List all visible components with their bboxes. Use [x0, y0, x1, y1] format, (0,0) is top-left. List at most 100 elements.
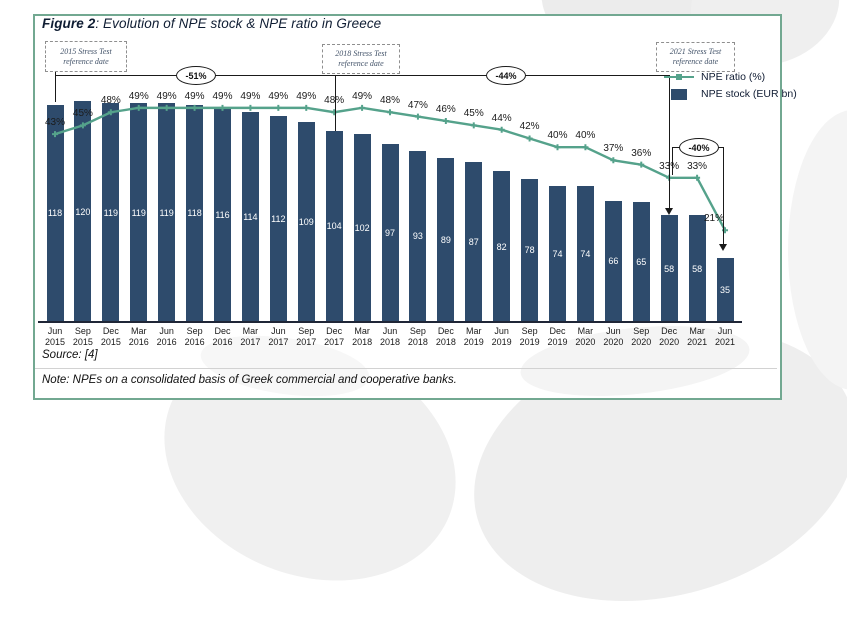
ratio-value-label: 49% — [128, 90, 149, 102]
bar-dec-2019: 74 — [549, 185, 566, 322]
bar-value-label: 82 — [496, 241, 507, 252]
ratio-value-label: 49% — [240, 90, 261, 102]
ratio-value-label: 49% — [212, 90, 233, 102]
bar-sep-2018: 93 — [409, 150, 427, 322]
bar-value-label: 93 — [412, 231, 423, 242]
bar-sep-2016: 118 — [186, 104, 204, 322]
x-axis-label: Mar 2021 — [687, 326, 708, 347]
x-axis-label: Dec 2018 — [435, 326, 456, 347]
bar-value-label: 89 — [440, 235, 451, 246]
bracket40-left-drop — [672, 147, 673, 175]
bar-jun-2019: 82 — [493, 171, 511, 322]
bar-jun-2017: 112 — [269, 116, 287, 322]
bar-dec-2017: 104 — [325, 130, 343, 322]
bar-mar-2018: 102 — [353, 134, 371, 322]
bar-value-label: 87 — [468, 236, 479, 247]
bar-value-label: 114 — [243, 212, 258, 223]
stress-test-box-2015: 2015 Stress Test reference date — [45, 41, 127, 72]
bracket40-right-drop — [723, 147, 724, 244]
stress-test-box-line1: 2021 Stress Test — [669, 47, 722, 56]
bar-value-label: 119 — [159, 207, 174, 218]
x-axis-label: Mar 2018 — [352, 326, 373, 347]
ratio-value-label: 48% — [100, 95, 121, 107]
bar-dec-2020: 58 — [660, 215, 678, 322]
bar-value-label: 35 — [719, 284, 730, 295]
bar-swatch-icon — [663, 88, 695, 100]
x-axis-label: Jun 2018 — [379, 326, 401, 347]
ratio-value-label: 33% — [687, 160, 708, 172]
stress-test-box-line2: reference date — [63, 56, 109, 66]
x-axis-label: Jun 2016 — [156, 326, 177, 347]
delta-badge-44: -44% — [486, 66, 526, 85]
ratio-value-label: 49% — [296, 90, 317, 102]
bar-value-label: 112 — [271, 214, 286, 224]
divider-line — [35, 368, 777, 369]
stress-test-box-line2: reference date — [338, 59, 384, 68]
ratio-value-label: 48% — [379, 95, 400, 107]
bar-dec-2018: 89 — [437, 158, 455, 322]
bar-mar-2016: 119 — [130, 103, 148, 322]
chart-legend: NPE ratio (%) NPE stock (EUR bn) — [663, 70, 797, 101]
x-axis-label: Sep 2016 — [184, 326, 205, 347]
ratio-value-label: 40% — [575, 130, 596, 142]
bar-value-label: 116 — [215, 210, 230, 221]
bar-jun-2018: 97 — [381, 143, 399, 322]
bar-mar-2017: 114 — [241, 112, 259, 322]
bar-value-label: 78 — [524, 245, 535, 256]
bar-value-label: 74 — [552, 248, 563, 259]
bar-value-label: 74 — [580, 248, 591, 259]
bar-value-label: 118 — [47, 208, 63, 219]
stress-test-box-line1: 2015 Stress Test — [60, 46, 112, 56]
ratio-value-label: 49% — [352, 90, 373, 102]
note-text: Note: NPEs on a consolidated basis of Gr… — [42, 374, 457, 386]
ratio-value-label: 49% — [156, 90, 177, 102]
x-axis-label: Dec 2017 — [324, 326, 345, 347]
legend-item-npe-ratio: NPE ratio (%) — [663, 70, 797, 84]
bar-jun-2021: 35 — [716, 257, 734, 322]
chart-plot-area: 118 Jun 2015 43% 120 Sep 2015 45% 119 Dec 2015 48% 1… — [44, 72, 735, 347]
delta-badge-40: -40% — [679, 138, 719, 157]
bar-value-label: 119 — [131, 207, 146, 218]
ratio-value-label: 21% — [703, 213, 724, 225]
stress-test-box-line1: 2018 Stress Test — [335, 49, 387, 58]
x-axis-label: Jun 2017 — [268, 326, 289, 347]
bracket-drop-jun2015 — [55, 72, 56, 102]
ratio-value-label: 45% — [72, 108, 93, 120]
x-axis-label: Mar 2020 — [575, 326, 596, 347]
bar-value-label: 97 — [384, 227, 395, 238]
ratio-value-label: 36% — [631, 147, 652, 159]
x-axis-label: Jun 2019 — [491, 326, 512, 347]
bar-value-label: 119 — [103, 207, 118, 218]
ratio-value-label: 48% — [318, 95, 350, 106]
line-marker-icon — [663, 74, 695, 80]
x-axis-label: Mar 2019 — [463, 326, 484, 347]
page: Figure 2: Evolution of NPE stock & NPE r… — [33, 0, 847, 644]
x-axis-label: Dec 2019 — [547, 326, 568, 347]
bar-dec-2015: 119 — [102, 103, 120, 322]
x-axis-label: Jun 2015 — [44, 326, 66, 347]
bar-value-label: 104 — [326, 221, 342, 232]
bar-value-label: 65 — [636, 257, 647, 268]
x-axis-label: Mar 2017 — [240, 326, 261, 347]
legend-label-npe-ratio: NPE ratio (%) — [701, 71, 766, 83]
x-axis-label: Mar 2016 — [128, 326, 149, 347]
bar-mar-2021: 58 — [688, 215, 706, 322]
x-axis-label: Sep 2020 — [631, 326, 652, 347]
bar-dec-2016: 116 — [214, 108, 231, 322]
bar-mar-2019: 87 — [465, 162, 483, 322]
arrowhead-dec2020 — [665, 208, 673, 215]
bar-value-label: 102 — [354, 223, 370, 234]
bar-value-label: 109 — [298, 216, 314, 227]
arrowhead-jun2021 — [719, 244, 727, 251]
x-axis-label: Sep 2017 — [296, 326, 317, 347]
x-axis-label: Sep 2018 — [407, 326, 428, 347]
x-axis-label: Dec 2015 — [100, 326, 121, 347]
bar-value-label: 66 — [608, 256, 619, 267]
source-text: Source: [4] — [42, 349, 98, 361]
legend-item-npe-stock: NPE stock (EUR bn) — [663, 87, 797, 101]
bar-sep-2017: 109 — [297, 121, 315, 322]
figure-content: Figure 2: Evolution of NPE stock & NPE r… — [35, 16, 797, 386]
ratio-value-label: 49% — [184, 90, 205, 102]
bar-sep-2020: 65 — [632, 202, 650, 322]
bracket-line-top — [55, 75, 669, 76]
